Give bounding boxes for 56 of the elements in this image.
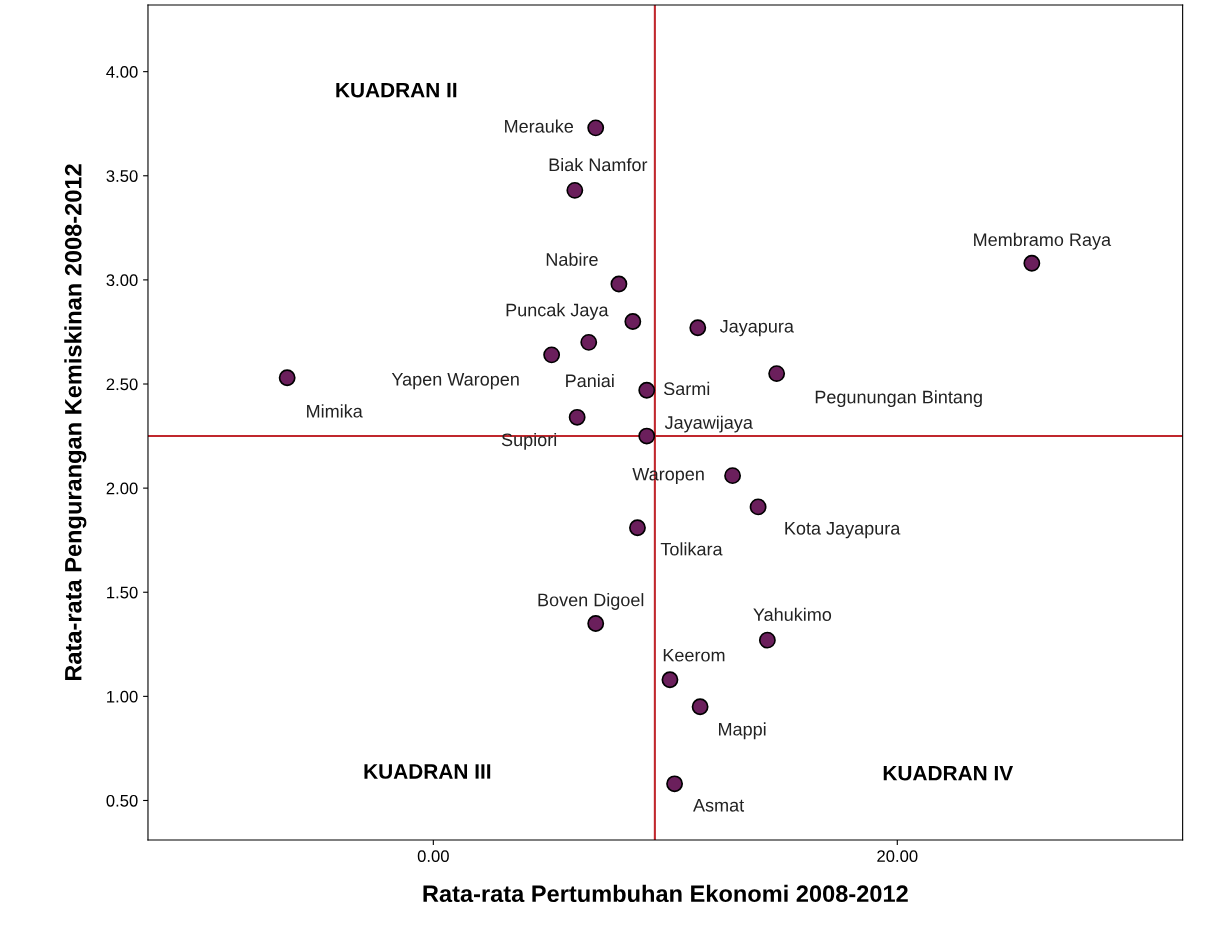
annotation: Supiori bbox=[501, 432, 557, 450]
annotation: Biak Namfor bbox=[549, 157, 648, 172]
annotation: Membramo Raya bbox=[974, 232, 1112, 250]
annotation: Yahukimo bbox=[753, 607, 832, 621]
y-tick-label: 2.00 bbox=[106, 482, 138, 495]
annotation: KUADRAN III bbox=[364, 764, 491, 779]
annotation: Jayapura bbox=[719, 320, 794, 337]
annotation: Mimika bbox=[307, 404, 363, 418]
y-tick-label: 4.00 bbox=[106, 66, 138, 78]
y-tick-label: 3.50 bbox=[106, 170, 138, 182]
point bbox=[624, 313, 642, 330]
annotation: Puncak Jaya bbox=[506, 303, 609, 320]
y-tick-label: 1.00 bbox=[107, 690, 138, 703]
x-tick-label: 0.00 bbox=[417, 850, 449, 863]
point bbox=[689, 319, 707, 337]
point bbox=[638, 381, 656, 399]
annotation: Tolikara bbox=[660, 542, 723, 556]
annotation: Keerom bbox=[663, 648, 725, 662]
annotation: Kota Jayapura bbox=[785, 522, 901, 539]
annotation: Yapen Waropen bbox=[391, 373, 519, 390]
y-tick-label: 3.00 bbox=[106, 274, 138, 287]
point bbox=[543, 346, 561, 364]
annotation: KUADRAN II bbox=[336, 82, 457, 98]
point bbox=[758, 631, 776, 649]
point bbox=[566, 181, 584, 199]
point bbox=[278, 369, 296, 387]
point bbox=[724, 467, 742, 485]
annotation: Mappi bbox=[719, 722, 766, 740]
point bbox=[568, 408, 586, 426]
y-axis-title: Rata-rata Pengurangan Kemiskinan 2008-2012 bbox=[64, 164, 87, 681]
annotation: Pegunungan Bintang bbox=[815, 390, 982, 408]
point bbox=[587, 615, 605, 632]
annotation: Paniai bbox=[566, 373, 614, 388]
point bbox=[1023, 254, 1041, 272]
annotation: KUADRAN IV bbox=[883, 765, 1014, 781]
point bbox=[638, 427, 656, 445]
point bbox=[661, 671, 679, 689]
y-tick-label: 0.50 bbox=[106, 794, 138, 807]
annotation: Jayawijaya bbox=[664, 415, 753, 433]
annotation: Nabire bbox=[546, 252, 598, 266]
x-axis-title: Rata-rata Pertumbuhan Ekonomi 2008-2012 bbox=[423, 884, 908, 903]
y-tick-label: 1.50 bbox=[107, 586, 138, 599]
x-tick-label: 20.00 bbox=[877, 850, 918, 863]
point bbox=[629, 519, 646, 537]
annotation: Boven Digoel bbox=[538, 593, 644, 610]
annotation: Merauke bbox=[505, 119, 574, 133]
annotation: Sarmi bbox=[663, 381, 710, 396]
point bbox=[587, 119, 605, 137]
point bbox=[666, 775, 684, 793]
point bbox=[580, 333, 598, 351]
y-tick-label: 2.50 bbox=[106, 378, 138, 391]
point bbox=[768, 365, 786, 383]
point bbox=[610, 275, 628, 293]
annotation: Asmat bbox=[693, 799, 745, 812]
point bbox=[749, 498, 767, 516]
point bbox=[691, 698, 709, 716]
